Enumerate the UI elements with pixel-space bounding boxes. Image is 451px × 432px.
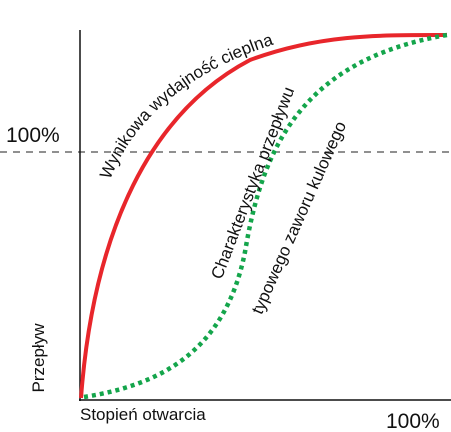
red-curve-label-path: Wynikowa wydajność cieplna: [96, 30, 276, 182]
red-curve: [79, 32, 448, 399]
x-axis-label: Stopień otwarcia: [80, 405, 206, 424]
y-max-label: 100%: [6, 124, 60, 147]
green-curve: [83, 32, 448, 400]
x-max-label: 100%: [386, 410, 440, 432]
red-curve-label: Wynikowa wydajność cieplna: [96, 30, 276, 182]
y-axis-label: Przepływ: [29, 323, 48, 393]
